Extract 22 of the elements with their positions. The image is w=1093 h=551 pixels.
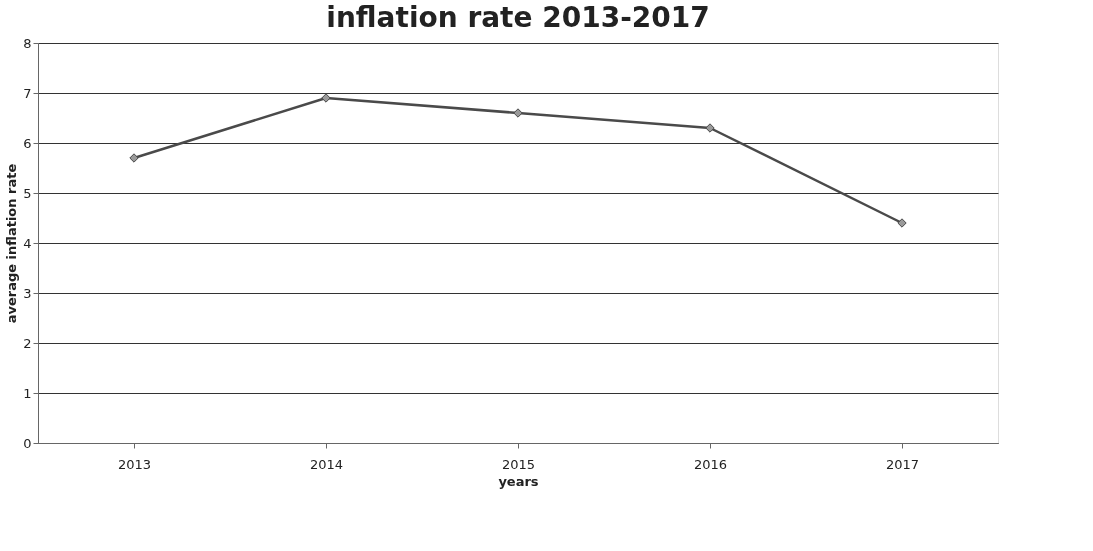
chart-title: inflation rate 2013-2017 <box>326 1 710 34</box>
x-tick-label: 2016 <box>693 456 728 472</box>
y-tick-label: 0 <box>23 435 32 451</box>
x-tick-label: 2013 <box>117 456 152 472</box>
x-tick-label: 2015 <box>501 456 536 472</box>
y-tick-label: 8 <box>23 35 32 51</box>
point <box>513 108 523 118</box>
y-tick-label: 1 <box>23 385 32 401</box>
point <box>705 123 715 133</box>
y-axis-title: average inflation rate <box>4 163 20 324</box>
y-tick-label: 6 <box>23 135 32 151</box>
y-tick-label: 5 <box>23 185 32 201</box>
point <box>321 93 331 103</box>
point <box>129 153 139 163</box>
y-tick-label: 3 <box>23 285 32 301</box>
x-tick-label: 2017 <box>885 456 920 472</box>
y-tick-label: 2 <box>23 335 32 351</box>
x-axis-title: years <box>498 473 539 489</box>
point <box>897 218 907 228</box>
y-tick-label: 4 <box>23 235 32 251</box>
x-tick-label: 2014 <box>309 456 344 472</box>
y-tick-label: 7 <box>23 85 32 101</box>
